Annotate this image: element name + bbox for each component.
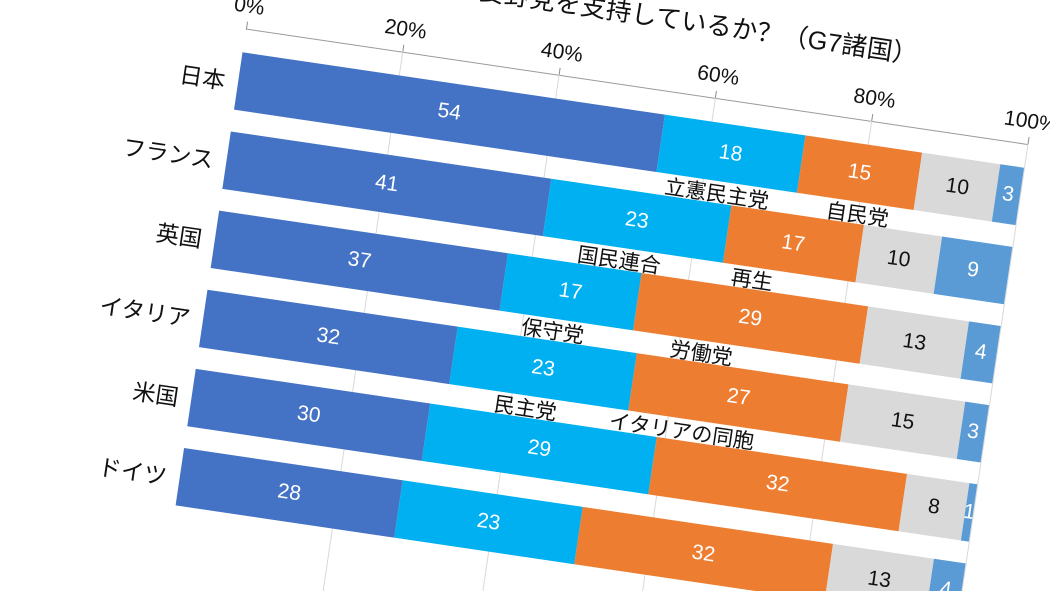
- bar-segment-value: 3: [965, 419, 981, 444]
- bar-segment: 28: [175, 448, 403, 538]
- bar-segment: 32: [648, 436, 907, 532]
- bar-segment-value: 29: [526, 435, 553, 462]
- bar-segment-value: 15: [889, 408, 916, 435]
- bar-segment-value: 4: [973, 339, 989, 365]
- bar-segment-value: 32: [690, 540, 717, 567]
- axis-tick-label: 100%: [1002, 106, 1050, 138]
- bar-segment-value: 13: [866, 566, 893, 591]
- bar-segment-value: 54: [436, 98, 463, 125]
- axis-tick-label: 60%: [695, 61, 741, 90]
- bar-segment-value: 28: [276, 479, 303, 506]
- bar-segment-value: 9: [965, 257, 981, 283]
- axis-tick-label: 0%: [232, 0, 266, 20]
- bar-segment: 32: [574, 506, 833, 591]
- bar-segment-value: 4: [938, 577, 954, 591]
- bar-segment-value: 23: [475, 508, 502, 535]
- axis-tick-label: 20%: [383, 14, 429, 44]
- bar-segment: 9: [933, 236, 1013, 305]
- bar-segment-value: 18: [717, 140, 744, 167]
- bar-segment: 10: [855, 224, 942, 294]
- category-label: ドイツ: [96, 453, 169, 490]
- bar-segment-value: 23: [529, 355, 557, 382]
- bar-segment: 37: [210, 210, 509, 311]
- bar-segment-value: 29: [737, 304, 764, 331]
- bar-segment-value: 30: [295, 401, 323, 428]
- bar-segment: 23: [394, 480, 583, 565]
- bar-segment-value: 32: [315, 323, 342, 350]
- bar-segment-value: 32: [764, 470, 791, 497]
- category-label: 米国: [130, 378, 181, 411]
- bar-segment-value: 3: [1000, 181, 1016, 207]
- bar-segment: 10: [913, 152, 1001, 222]
- plot-area: 0% 20% 40% 60% 80% 100% 54 18 15 10 3 41 23 17 10 9 37 1…: [155, 0, 1050, 591]
- bar-segment-value: 8: [926, 494, 942, 519]
- series-callout-label: 再生: [729, 266, 775, 296]
- category-label: フランス: [120, 133, 216, 174]
- bar-segment-value: 23: [623, 207, 651, 234]
- bar-segment: 30: [187, 368, 431, 461]
- axis-tick-label: 40%: [539, 38, 585, 67]
- bar-segment: 32: [198, 289, 458, 385]
- category-label: 日本: [177, 61, 228, 94]
- bar-segment-value: 13: [901, 328, 928, 356]
- bar-segment: 8: [898, 473, 970, 541]
- category-label: イタリア: [98, 292, 192, 332]
- bar-segment-value: 41: [373, 170, 401, 197]
- bar-segment-value: 10: [885, 245, 912, 272]
- bar-segment: 15: [839, 384, 966, 460]
- bar-segment-value: 10: [944, 173, 971, 200]
- bar-segment-value: 27: [725, 383, 752, 411]
- bar-segment-value: 37: [346, 247, 373, 274]
- bar-segment: 13: [859, 306, 970, 379]
- bar-segment-value: 17: [557, 278, 584, 305]
- axis-tick-label: 80%: [852, 84, 897, 114]
- bar-segment-value: 15: [846, 159, 873, 186]
- category-label: 英国: [154, 219, 204, 253]
- bar-segment: 13: [824, 543, 935, 591]
- bar-segment-value: 17: [780, 230, 807, 257]
